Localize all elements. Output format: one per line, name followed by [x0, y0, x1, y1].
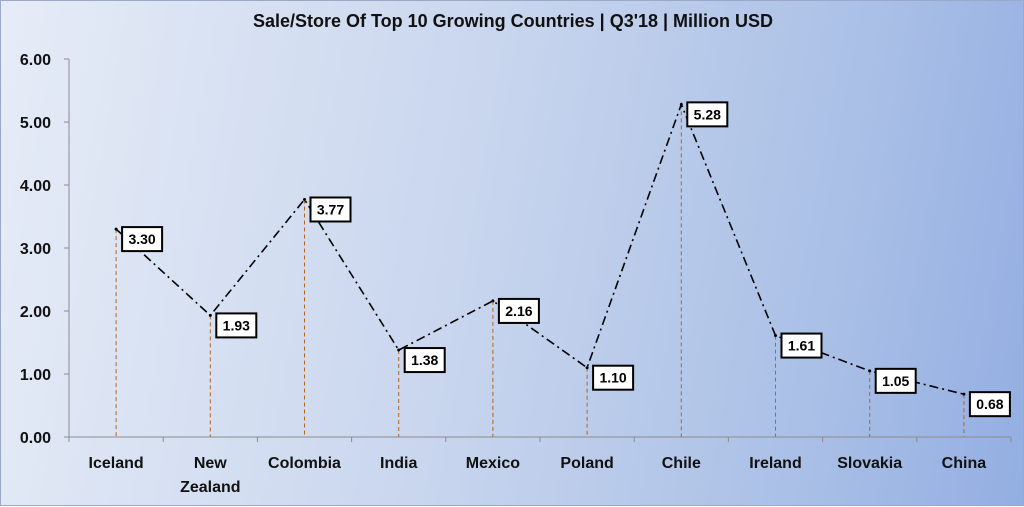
data-label-box: [686, 101, 729, 128]
data-label: 1.61: [788, 338, 815, 354]
data-label-box: [592, 364, 635, 391]
axes-group: 0.00 1.00 2.00 3.00 4.00 5.00 6.00: [20, 52, 1012, 447]
x-tick-label: China: [942, 455, 987, 472]
y-tick-label: 3.00: [20, 241, 51, 258]
data-point: [397, 348, 401, 352]
y-tick-label: 1.00: [20, 367, 51, 384]
data-label: 5.28: [694, 106, 721, 122]
x-tick-label: Poland: [560, 455, 613, 472]
y-tick-label: 4.00: [20, 178, 51, 195]
data-labels-group: 3.30 1.93 3.77 1.38 2.16 1.10 5.28 1.61 1.05 0.68: [121, 101, 1011, 418]
data-label-box: [403, 347, 446, 374]
data-point: [491, 299, 495, 303]
data-label-box: [309, 196, 352, 223]
category-labels-group: Iceland New Zealand Colombia India Mexico Pola…: [89, 455, 987, 496]
data-label: 2.16: [505, 303, 532, 319]
data-label-box: [780, 332, 823, 359]
data-label-box: [497, 297, 540, 324]
drop-lines-group: [115, 104, 965, 437]
x-tick-label: Chile: [662, 455, 701, 472]
data-label-box: [968, 391, 1011, 418]
data-label-box: [874, 367, 917, 394]
data-label: 1.38: [411, 352, 438, 368]
data-point: [962, 392, 966, 396]
series-line-group: [114, 102, 966, 396]
data-label: 1.93: [223, 317, 250, 333]
series-line: [115, 102, 965, 395]
x-tick-label: Zealand: [180, 479, 240, 496]
x-tick-label: Colombia: [268, 455, 341, 472]
data-point: [585, 366, 589, 370]
chart-title: Sale/Store Of Top 10 Growing Countries |…: [252, 11, 774, 31]
data-label: 3.30: [128, 231, 155, 247]
y-tick-label: 5.00: [20, 115, 51, 132]
x-tick-label: Ireland: [749, 455, 801, 472]
x-tick-label: Iceland: [89, 455, 144, 472]
data-label: 1.10: [599, 370, 626, 386]
y-tick-label: 6.00: [20, 52, 51, 69]
data-point: [868, 369, 872, 373]
data-label-box: [215, 312, 258, 339]
data-label-box: [121, 226, 164, 253]
data-label: 1.05: [882, 373, 909, 389]
x-tick-label: Mexico: [466, 455, 520, 472]
data-point: [679, 102, 683, 106]
data-point: [774, 334, 777, 338]
x-tick-label: Slovakia: [837, 455, 902, 472]
y-tick-label: 0.00: [20, 430, 51, 447]
y-tick-label: 2.00: [20, 304, 51, 321]
data-point: [114, 227, 118, 231]
data-point: [208, 313, 212, 317]
data-point: [303, 197, 306, 201]
data-label: 0.68: [976, 396, 1003, 412]
x-tick-label: India: [380, 455, 417, 472]
data-label: 3.77: [317, 201, 344, 217]
x-tick-label: New: [194, 455, 227, 472]
